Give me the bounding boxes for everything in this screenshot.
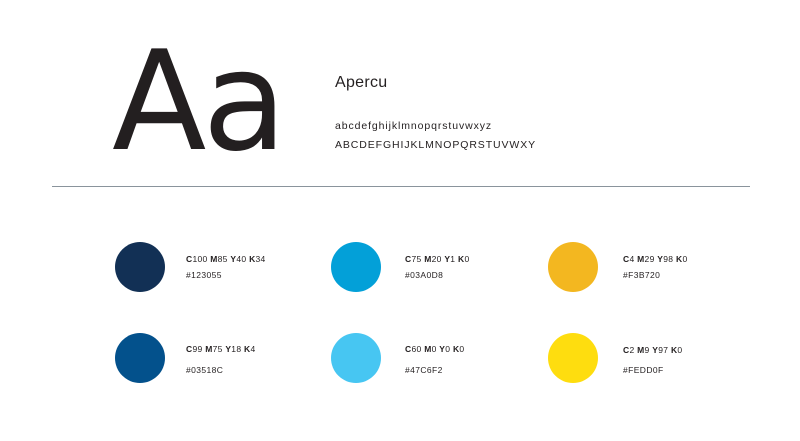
color-swatch-1 xyxy=(115,242,165,292)
section-divider xyxy=(52,186,750,187)
color-swatch-5 xyxy=(331,333,381,383)
color-swatch-3 xyxy=(548,242,598,292)
cmyk-label-3: C4 M29 Y98 K0 xyxy=(623,254,688,264)
cmyk-label-6: C2 M9 Y97 K0 xyxy=(623,345,683,355)
type-specimen: Aa xyxy=(112,21,287,182)
hex-label-6: #FEDD0F xyxy=(623,365,664,375)
hex-label-3: #F3B720 xyxy=(623,270,661,280)
cmyk-label-2: C75 M20 Y1 K0 xyxy=(405,254,470,264)
hex-label-4: #03518C xyxy=(186,365,224,375)
hex-label-5: #47C6F2 xyxy=(405,365,443,375)
hex-label-2: #03A0D8 xyxy=(405,270,444,280)
lowercase-alphabet: abcdefghijklmnopqrstuvwxyz xyxy=(335,120,493,132)
cmyk-label-1: C100 M85 Y40 K34 xyxy=(186,254,266,264)
color-swatch-2 xyxy=(331,242,381,292)
hex-label-1: #123055 xyxy=(186,270,222,280)
uppercase-alphabet: ABCDEFGHIJKLMNOPQRSTUVWXY xyxy=(335,139,537,151)
color-swatch-4 xyxy=(115,333,165,383)
font-name: Apercu xyxy=(335,74,388,91)
color-swatch-6 xyxy=(548,333,598,383)
cmyk-label-5: C60 M0 Y0 K0 xyxy=(405,344,465,354)
cmyk-label-4: C99 M75 Y18 K4 xyxy=(186,344,256,354)
